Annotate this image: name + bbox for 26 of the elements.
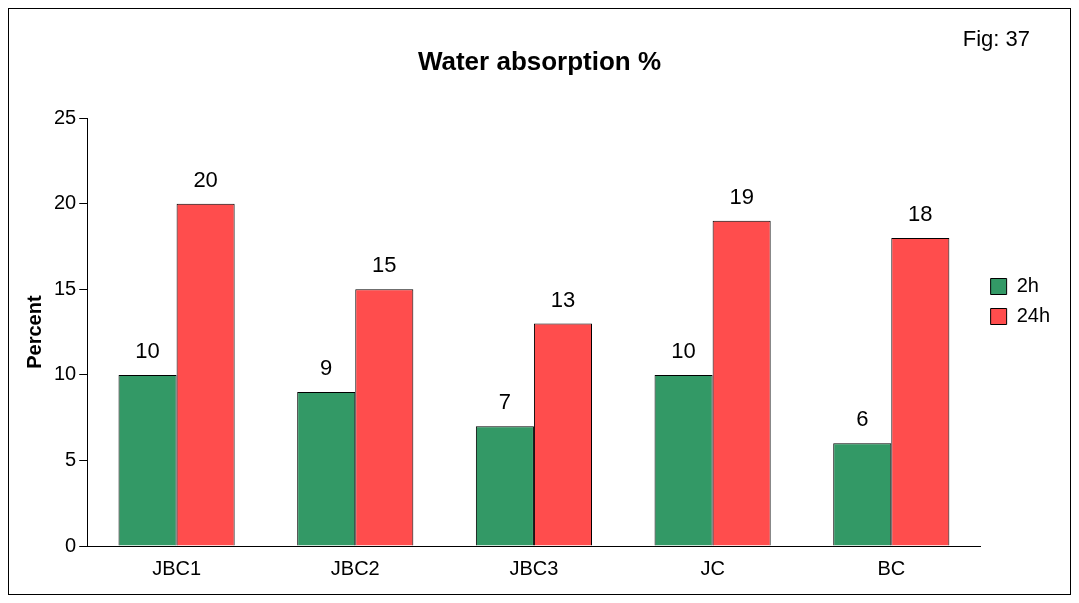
y-tick-label: 10: [54, 362, 77, 385]
text: Fig: 37: [962, 26, 1030, 52]
data-label: 10: [671, 337, 696, 363]
data-label: 20: [193, 166, 218, 192]
data-label: 18: [908, 201, 933, 227]
y-tick-label: 5: [65, 447, 77, 470]
y-tick-label: 20: [54, 191, 77, 214]
chart-title: Water absorption %: [417, 45, 662, 76]
y-tick-label: 15: [54, 276, 77, 299]
y-axis-title: Percent: [22, 295, 45, 369]
y-tick-label: 25: [54, 105, 77, 128]
x-tick-label: JBC2: [330, 556, 380, 579]
legend-label: 24h: [1016, 304, 1051, 327]
x-tick-label: BC: [877, 556, 906, 579]
data-label: 6: [856, 406, 869, 432]
data-label: 7: [498, 389, 512, 415]
data-label: 13: [550, 286, 576, 312]
y-tick-label: 0: [65, 533, 77, 556]
data-label: 10: [135, 337, 160, 363]
data-label: 9: [320, 355, 333, 381]
x-tick-label: JC: [700, 556, 725, 579]
data-label: 19: [729, 183, 754, 209]
legend-label: 2h: [1016, 274, 1039, 297]
x-tick-label: JBC1: [152, 556, 202, 579]
x-tick-label: JBC3: [509, 556, 559, 579]
data-label: 15: [372, 252, 397, 278]
